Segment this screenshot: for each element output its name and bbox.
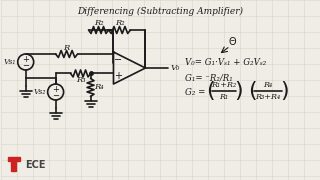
Bar bbox=[11, 161, 16, 170]
Text: +: + bbox=[52, 84, 59, 93]
Text: (: ( bbox=[248, 81, 256, 101]
Text: Θ: Θ bbox=[228, 37, 236, 47]
Text: (: ( bbox=[206, 81, 215, 101]
Text: Vs₁: Vs₁ bbox=[3, 58, 16, 66]
Text: G₂ =: G₂ = bbox=[185, 87, 206, 96]
Text: R₂: R₂ bbox=[115, 19, 124, 27]
Text: R₁: R₁ bbox=[220, 93, 229, 101]
Text: Differencing (Subtracting Amplifier): Differencing (Subtracting Amplifier) bbox=[77, 7, 244, 16]
Text: ECE: ECE bbox=[25, 160, 45, 170]
Text: V₀= G₁·Vₛ₁ + G₂Vₛ₂: V₀= G₁·Vₛ₁ + G₂Vₛ₂ bbox=[185, 57, 267, 66]
Text: R₄: R₄ bbox=[94, 84, 103, 91]
Text: ): ) bbox=[280, 81, 288, 101]
Text: G₁= ⁻R₂/R₁: G₁= ⁻R₂/R₁ bbox=[185, 73, 233, 82]
Text: R: R bbox=[63, 44, 70, 52]
Text: R₁+R₂: R₁+R₂ bbox=[212, 81, 237, 89]
Text: ): ) bbox=[234, 81, 243, 101]
Text: R₃: R₃ bbox=[76, 76, 85, 84]
Text: −: − bbox=[115, 55, 123, 65]
Text: R₂: R₂ bbox=[94, 19, 103, 27]
Text: −: − bbox=[22, 62, 29, 71]
Text: V₀: V₀ bbox=[170, 64, 180, 72]
Text: +: + bbox=[22, 55, 29, 64]
Text: R₃+R₄: R₃+R₄ bbox=[255, 93, 281, 101]
Bar bbox=[8, 157, 20, 161]
Text: −: − bbox=[52, 91, 59, 100]
Text: Vs₂: Vs₂ bbox=[33, 88, 46, 96]
Text: +: + bbox=[115, 71, 123, 81]
Text: R₄: R₄ bbox=[263, 81, 273, 89]
